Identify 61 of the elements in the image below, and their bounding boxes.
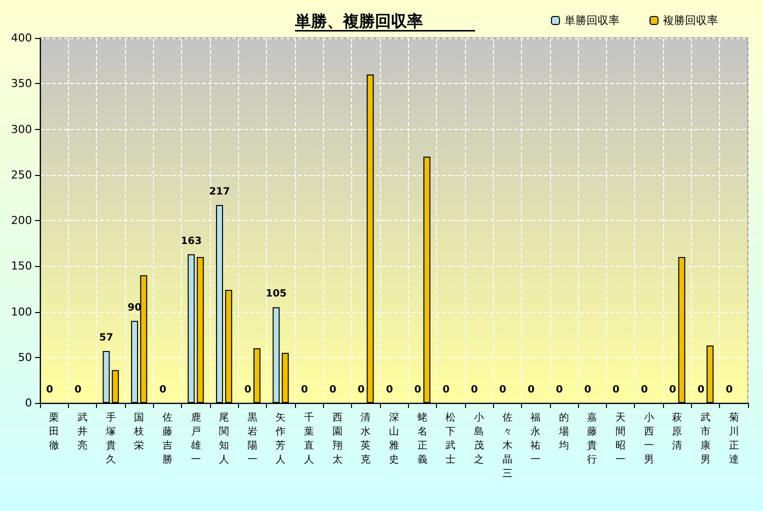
y-tick-label: 0 <box>25 396 32 410</box>
data-label: 105 <box>266 288 287 300</box>
data-label: 0 <box>74 384 82 396</box>
data-label: 0 <box>556 384 563 396</box>
x-tick-label: 小島茂之 <box>474 412 484 466</box>
data-label: 0 <box>159 384 166 396</box>
x-tick-label: 嘉藤貴行 <box>587 412 598 466</box>
data-label: 0 <box>46 384 54 396</box>
y-tick-label: 250 <box>11 168 32 182</box>
legend-label: 単勝回収率 <box>564 14 620 27</box>
data-label: 0 <box>697 384 704 396</box>
x-tick-label: 的場均 <box>558 412 569 452</box>
x-tick-label: 鹿戸雄一 <box>190 412 201 466</box>
x-tick-label: 天間昭一 <box>616 412 626 466</box>
data-label: 0 <box>301 384 308 396</box>
x-tick-label: 西園翔太 <box>332 412 342 466</box>
data-label: 0 <box>329 384 336 396</box>
y-tick-label: 150 <box>11 260 32 273</box>
x-tick-label: 菊川正達 <box>728 412 739 466</box>
x-tick-label: 武井亮 <box>77 412 88 452</box>
data-label: 0 <box>669 384 676 396</box>
x-tick-label: 深山雅史 <box>389 412 399 466</box>
data-label: 217 <box>209 186 230 198</box>
data-label: 0 <box>386 384 393 396</box>
data-label: 0 <box>244 384 252 396</box>
x-tick-label: 福永祐一 <box>530 412 541 466</box>
data-label: 0 <box>414 384 422 396</box>
y-tick-label: 350 <box>11 77 32 90</box>
x-tick-label: 蛯名正義 <box>417 412 428 466</box>
x-tick-label: 松下武士 <box>446 412 456 466</box>
y-tick-label: 50 <box>18 350 32 364</box>
x-tick-label: 武市康男 <box>700 412 711 466</box>
y-tick-label: 300 <box>11 122 32 136</box>
x-tick-label: 矢作芳人 <box>274 412 286 466</box>
x-tick-label: 佐々木晶三 <box>502 412 512 480</box>
data-label: 0 <box>640 384 648 396</box>
data-label: 0 <box>612 384 620 396</box>
y-tick-label: 100 <box>11 305 32 318</box>
x-tick-label: 佐藤吉勝 <box>162 412 172 466</box>
x-tick-label: 手塚貴久 <box>104 412 116 466</box>
x-tick-label: 栗田徹 <box>49 412 60 452</box>
y-tick-label: 400 <box>11 32 32 44</box>
data-label: 0 <box>358 384 365 396</box>
data-label: 163 <box>180 236 202 247</box>
x-tick-label: 黒岩陽一 <box>247 412 258 466</box>
x-tick-label: 国枝栄 <box>133 412 144 452</box>
x-tick-label: 清水英克 <box>360 412 371 466</box>
x-tick-label: 尾関知人 <box>219 412 230 466</box>
data-label: 0 <box>499 384 506 396</box>
y-tick-label: 200 <box>11 214 32 227</box>
data-label: 0 <box>726 384 733 396</box>
x-tick-label: 小西一男 <box>644 412 654 466</box>
legend-label: 複勝回収率 <box>663 14 718 27</box>
data-label: 0 <box>528 384 535 396</box>
data-label: 0 <box>584 384 592 396</box>
data-label: 57 <box>99 332 114 344</box>
x-tick-label: 千葉直人 <box>304 412 314 466</box>
data-label: 0 <box>470 384 478 396</box>
x-tick-label: 萩原清 <box>672 412 682 452</box>
data-label: 0 <box>442 384 450 396</box>
chart-title: 単勝、複勝回収率 <box>294 12 423 30</box>
